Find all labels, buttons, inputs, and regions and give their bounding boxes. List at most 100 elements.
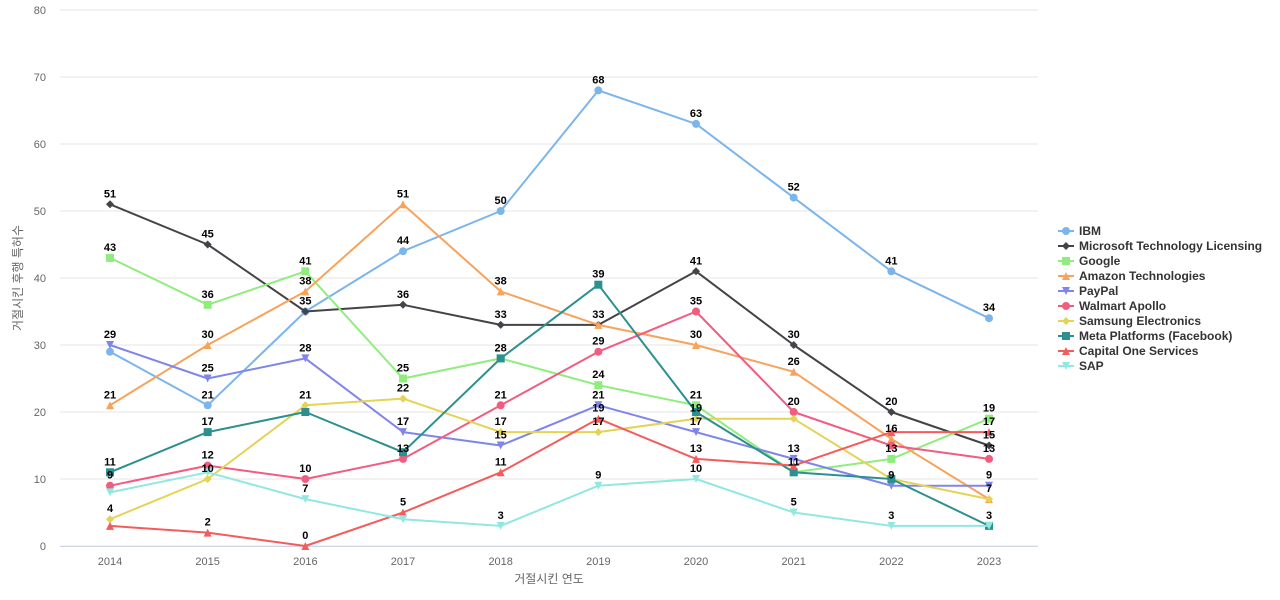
data-point	[399, 515, 408, 524]
data-point	[594, 428, 603, 437]
data-label: 4	[107, 503, 114, 515]
data-point	[496, 320, 505, 329]
data-label: 13	[983, 443, 995, 455]
y-tick-label: 50	[34, 206, 46, 218]
legend-marker	[1062, 257, 1070, 265]
legend-item[interactable]: Samsung Electronics	[1058, 314, 1201, 328]
data-point	[887, 475, 896, 483]
data-label: 13	[885, 443, 897, 455]
data-point	[594, 320, 603, 329]
data-label: 36	[202, 289, 214, 301]
data-label: 2	[205, 517, 211, 529]
data-point	[496, 521, 505, 530]
data-point	[203, 428, 212, 437]
legend-label: Meta Platforms (Facebook)	[1079, 329, 1232, 343]
data-label: 21	[495, 389, 507, 401]
data-point	[399, 508, 408, 517]
data-point	[301, 542, 310, 550]
data-point	[985, 428, 994, 437]
data-label: 7	[302, 483, 308, 495]
data-point	[985, 495, 994, 504]
data-point	[594, 347, 603, 356]
legend-item[interactable]: Google	[1058, 254, 1121, 268]
data-point	[203, 240, 212, 249]
data-label: 16	[885, 423, 897, 435]
data-point	[301, 267, 310, 276]
data-label: 9	[595, 470, 601, 482]
series-line	[109, 310, 990, 487]
series-group	[106, 200, 994, 504]
data-label: 44	[397, 235, 410, 247]
data-label: 13	[397, 443, 409, 455]
legend-marker	[1062, 347, 1070, 355]
data-point	[985, 521, 994, 530]
series-group	[106, 468, 994, 530]
data-label: 51	[104, 188, 116, 200]
data-label: 41	[690, 255, 702, 267]
legend-item[interactable]: PayPal	[1058, 284, 1118, 298]
data-point	[692, 341, 701, 349]
data-point	[887, 408, 896, 416]
data-label: 12	[202, 450, 214, 462]
data-point	[106, 200, 114, 209]
data-label: 30	[202, 329, 214, 341]
data-point	[692, 267, 701, 276]
data-label: 17	[983, 416, 995, 428]
legend-label: Amazon Technologies	[1079, 269, 1206, 283]
y-tick-label: 70	[34, 72, 46, 84]
data-label: 20	[885, 396, 897, 408]
data-point	[789, 408, 798, 416]
data-label: 30	[690, 329, 702, 341]
series-line	[109, 283, 990, 527]
data-point	[106, 253, 114, 262]
data-point	[789, 468, 798, 477]
legend-marker	[1062, 332, 1070, 340]
x-tick-label: 2017	[391, 556, 415, 568]
data-point	[496, 441, 505, 450]
data-label: 36	[397, 289, 409, 301]
data-point	[692, 428, 701, 437]
data-point	[789, 508, 798, 517]
data-point	[496, 468, 505, 477]
legend-item[interactable]: Capital One Services	[1058, 344, 1199, 358]
legend-label: PayPal	[1079, 284, 1118, 298]
series-group	[106, 280, 994, 530]
data-point	[301, 408, 310, 416]
data-point	[692, 307, 701, 316]
data-label: 38	[299, 275, 311, 287]
data-label: 51	[397, 188, 409, 200]
y-tick-label: 40	[34, 273, 46, 285]
legend-item[interactable]: SAP	[1058, 359, 1104, 373]
legend-item[interactable]: Microsoft Technology Licensing	[1058, 239, 1262, 253]
series-group	[106, 86, 994, 410]
legend-label: Walmart Apollo	[1079, 299, 1166, 313]
data-point	[301, 287, 310, 296]
legend-item[interactable]: IBM	[1058, 224, 1101, 238]
data-point	[496, 207, 505, 215]
data-label: 52	[788, 182, 800, 194]
x-tick-label: 2019	[586, 556, 610, 568]
legend-item[interactable]: Walmart Apollo	[1058, 299, 1166, 313]
legend-item[interactable]: Meta Platforms (Facebook)	[1058, 329, 1232, 343]
data-point	[594, 481, 603, 490]
legend-marker	[1062, 362, 1070, 370]
grid-lines	[60, 9, 1038, 547]
data-label: 17	[690, 416, 702, 428]
x-tick-label: 2022	[879, 556, 903, 568]
data-point	[301, 475, 310, 483]
legend-item[interactable]: Amazon Technologies	[1058, 269, 1206, 283]
series-line	[109, 397, 990, 521]
data-point	[399, 300, 408, 309]
data-label: 30	[788, 329, 800, 341]
data-point	[692, 408, 701, 416]
data-point	[887, 521, 896, 530]
series-group	[106, 307, 994, 490]
data-label: 17	[202, 416, 214, 428]
legend-label: Samsung Electronics	[1079, 314, 1201, 328]
data-label: 3	[498, 510, 504, 522]
data-label: 21	[202, 389, 214, 401]
